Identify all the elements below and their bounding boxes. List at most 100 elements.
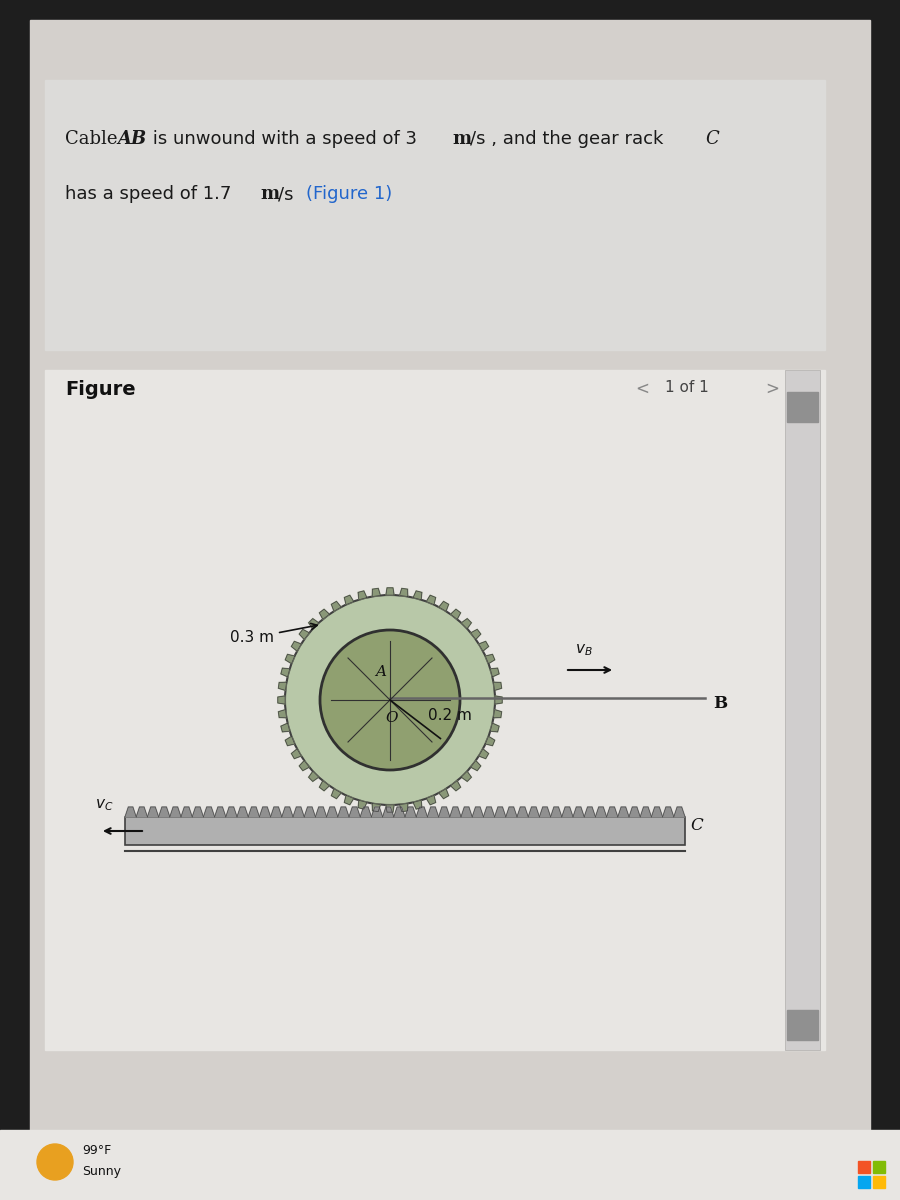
Polygon shape: [158, 806, 170, 817]
Text: Cable: Cable: [65, 130, 123, 148]
Polygon shape: [373, 804, 381, 811]
Polygon shape: [309, 772, 319, 781]
Polygon shape: [506, 806, 517, 817]
Polygon shape: [278, 696, 285, 704]
Polygon shape: [373, 588, 381, 596]
Polygon shape: [259, 806, 271, 817]
Polygon shape: [427, 595, 436, 605]
Polygon shape: [483, 806, 495, 817]
Text: Figure: Figure: [65, 380, 136, 398]
Polygon shape: [394, 806, 405, 817]
Polygon shape: [358, 800, 367, 809]
Text: $v_B$: $v_B$: [575, 642, 593, 658]
Polygon shape: [652, 806, 662, 817]
Polygon shape: [439, 788, 448, 799]
Text: $v_C$: $v_C$: [95, 797, 113, 814]
Polygon shape: [607, 806, 617, 817]
Polygon shape: [271, 806, 282, 817]
Polygon shape: [372, 806, 382, 817]
Polygon shape: [349, 806, 360, 817]
Polygon shape: [493, 709, 501, 718]
Polygon shape: [281, 668, 290, 677]
Polygon shape: [237, 806, 248, 817]
Polygon shape: [472, 806, 483, 817]
Polygon shape: [495, 696, 502, 704]
Polygon shape: [278, 683, 286, 690]
Polygon shape: [462, 772, 472, 781]
Polygon shape: [416, 806, 428, 817]
Polygon shape: [285, 654, 294, 664]
Polygon shape: [136, 806, 148, 817]
Bar: [858, 1176, 870, 1188]
Polygon shape: [320, 610, 329, 619]
Polygon shape: [479, 749, 489, 758]
Polygon shape: [170, 806, 181, 817]
Bar: [787, 1010, 818, 1040]
Text: 1 of 1: 1 of 1: [665, 380, 709, 395]
Polygon shape: [491, 724, 500, 732]
Bar: [0, 1130, 900, 1200]
Polygon shape: [193, 806, 203, 817]
Text: C: C: [690, 817, 703, 834]
Text: is unwound with a speed of 3: is unwound with a speed of 3: [147, 130, 423, 148]
Polygon shape: [360, 806, 372, 817]
Polygon shape: [203, 806, 214, 817]
Text: 99°F: 99°F: [82, 1144, 112, 1157]
Polygon shape: [292, 749, 302, 758]
Text: B: B: [713, 695, 727, 712]
Text: >: >: [765, 380, 779, 398]
Text: has a speed of 1.7: has a speed of 1.7: [65, 185, 237, 203]
Polygon shape: [331, 601, 341, 611]
Text: C: C: [705, 130, 719, 148]
Polygon shape: [248, 806, 259, 817]
Polygon shape: [451, 610, 461, 619]
Bar: [45, 370, 825, 1050]
Polygon shape: [451, 781, 461, 791]
Text: 0.2 m: 0.2 m: [428, 708, 472, 722]
Polygon shape: [299, 629, 310, 640]
Polygon shape: [405, 806, 416, 817]
Text: A: A: [375, 665, 386, 679]
Polygon shape: [584, 806, 596, 817]
Polygon shape: [573, 806, 584, 817]
Polygon shape: [462, 619, 472, 629]
Bar: [785, 370, 820, 1050]
Text: Sunny: Sunny: [82, 1165, 121, 1178]
Polygon shape: [471, 629, 481, 640]
Text: 0.3 m: 0.3 m: [230, 624, 317, 646]
Polygon shape: [386, 805, 394, 812]
Polygon shape: [292, 641, 302, 652]
Circle shape: [320, 630, 460, 770]
Polygon shape: [562, 806, 573, 817]
Polygon shape: [438, 806, 450, 817]
Polygon shape: [309, 619, 319, 629]
Polygon shape: [491, 668, 500, 677]
Polygon shape: [400, 804, 408, 811]
Polygon shape: [439, 601, 448, 611]
Polygon shape: [471, 761, 481, 770]
Bar: [873, 1176, 885, 1188]
Text: m: m: [452, 130, 471, 148]
Polygon shape: [493, 683, 501, 690]
Polygon shape: [629, 806, 640, 817]
Polygon shape: [181, 806, 193, 817]
Polygon shape: [148, 806, 158, 817]
Polygon shape: [345, 796, 354, 805]
Polygon shape: [299, 761, 310, 770]
Polygon shape: [285, 737, 294, 745]
Polygon shape: [427, 796, 436, 805]
Polygon shape: [304, 806, 315, 817]
Polygon shape: [386, 588, 394, 595]
Bar: [125, 817, 685, 845]
Polygon shape: [320, 781, 329, 791]
Polygon shape: [539, 806, 551, 817]
Polygon shape: [315, 806, 327, 817]
Polygon shape: [278, 709, 286, 718]
Polygon shape: [338, 806, 349, 817]
Polygon shape: [596, 806, 607, 817]
Polygon shape: [461, 806, 472, 817]
Text: (Figure 1): (Figure 1): [306, 185, 392, 203]
Polygon shape: [485, 654, 495, 664]
Polygon shape: [551, 806, 562, 817]
Polygon shape: [528, 806, 539, 817]
